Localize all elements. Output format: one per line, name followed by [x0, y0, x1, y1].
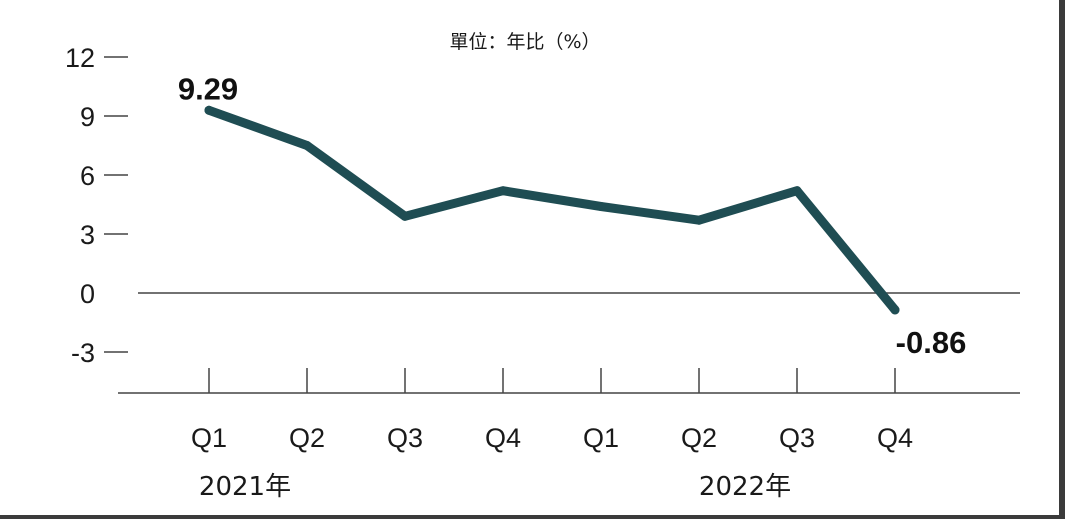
x-tick-label: Q2 [289, 423, 325, 453]
y-tick-label: 6 [80, 161, 95, 191]
y-tick-label: -3 [71, 338, 95, 368]
x-axis: Q1 Q2 Q3 Q4 Q1 Q2 Q3 Q4 [191, 368, 913, 453]
x-tick-label: Q1 [583, 423, 619, 453]
data-point [596, 202, 606, 211]
y-tick-label: 3 [80, 220, 95, 250]
x-tick-label: Q2 [681, 423, 717, 453]
x-tick-label: Q1 [191, 423, 227, 453]
unit-label: 單位：年比（%） [449, 31, 600, 53]
y-tick-label: 12 [65, 43, 95, 73]
series-line [204, 105, 900, 315]
data-point [400, 211, 410, 221]
year-group-labels: 2021年 2022年 [199, 472, 791, 502]
data-point [204, 105, 214, 115]
data-point [498, 186, 508, 196]
data-labels: 9.29 -0.86 [178, 71, 967, 360]
data-label: 9.29 [178, 71, 238, 106]
data-point [890, 305, 900, 315]
series-marks [204, 105, 900, 315]
y-axis: 12 9 6 3 0 -3 [65, 43, 128, 368]
x-tick-label: Q3 [779, 423, 815, 453]
data-point [792, 186, 802, 196]
x-tick-label: Q3 [387, 423, 423, 453]
data-point [694, 215, 704, 225]
data-point [302, 141, 312, 150]
y-tick-label: 0 [80, 279, 95, 309]
year-label-2021: 2021年 [199, 472, 291, 502]
year-label-2022: 2022年 [699, 472, 791, 502]
data-label: -0.86 [896, 325, 967, 360]
x-tick-label: Q4 [877, 423, 913, 453]
y-tick-label: 9 [80, 102, 95, 132]
x-tick-label: Q4 [485, 423, 521, 453]
